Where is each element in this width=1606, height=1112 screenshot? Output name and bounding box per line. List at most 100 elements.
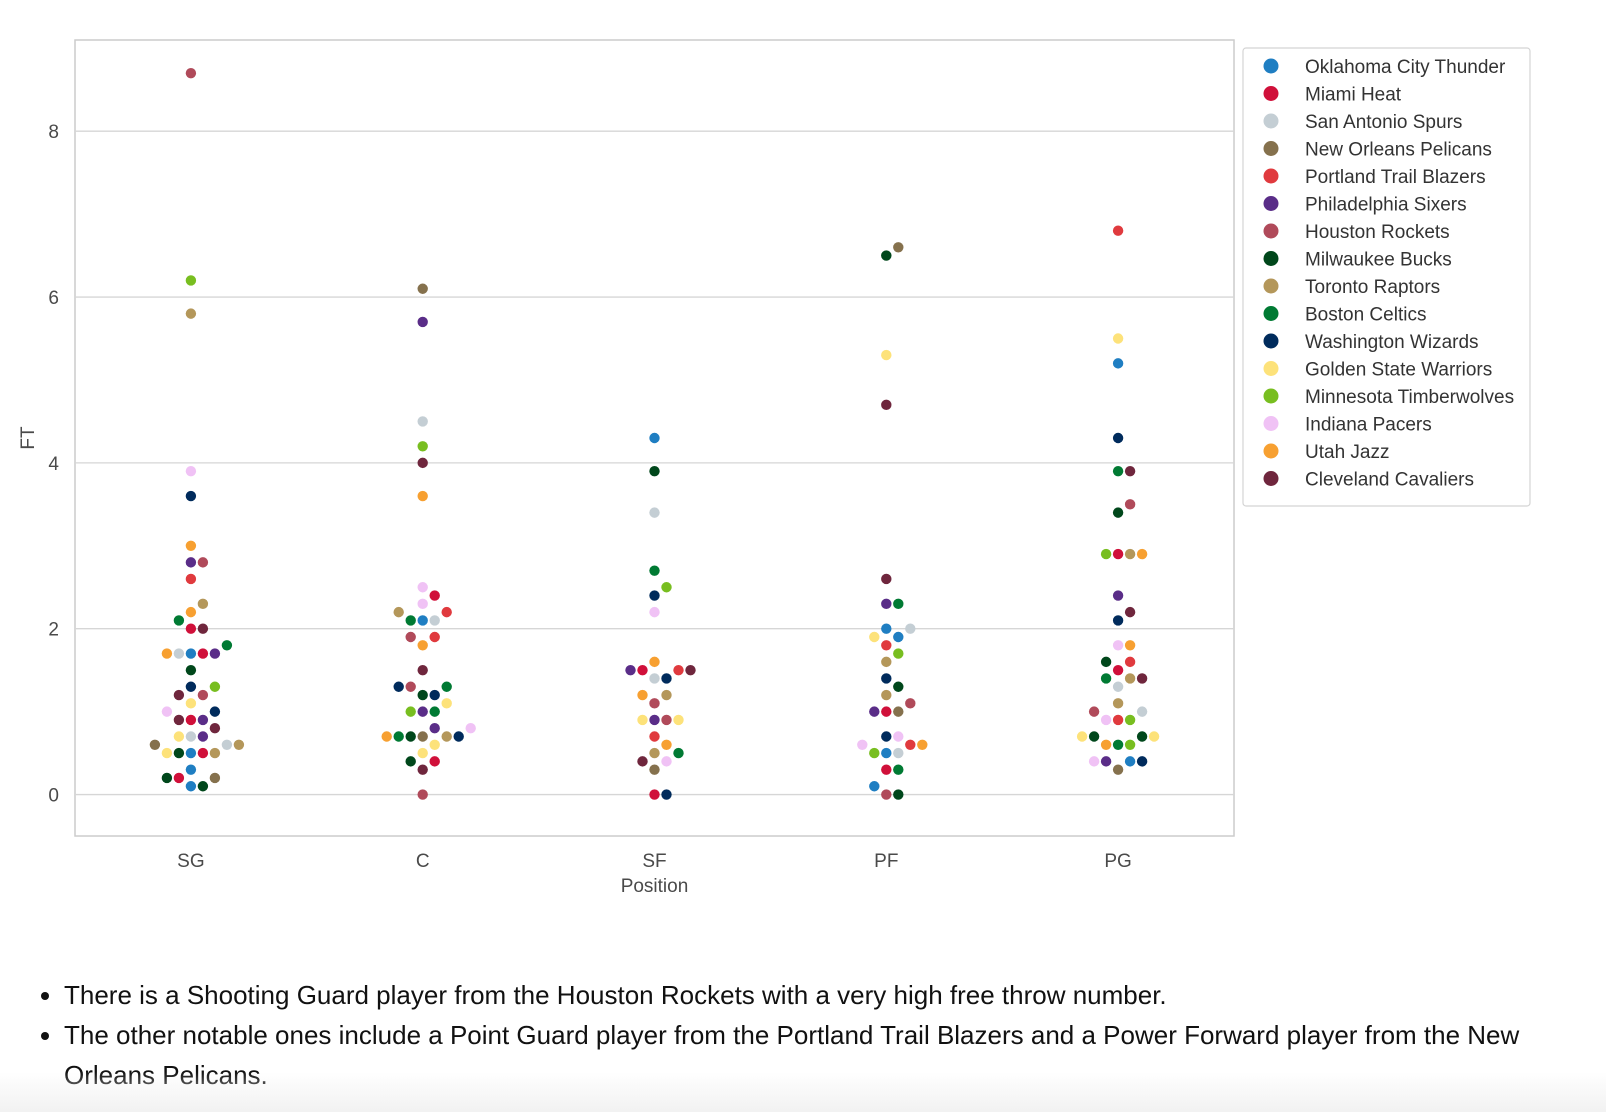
- data-point: [1100, 656, 1112, 668]
- data-point: [221, 640, 233, 651]
- data-point: [1112, 507, 1124, 518]
- data-point: [1112, 615, 1124, 626]
- data-point: [1112, 465, 1124, 477]
- data-point: [649, 590, 660, 601]
- x-tick-label: C: [416, 851, 430, 872]
- data-point: [209, 747, 221, 759]
- data-point: [1124, 656, 1136, 668]
- legend-label: Cleveland Cavaliers: [1305, 470, 1474, 491]
- x-tick-label: PF: [874, 851, 898, 872]
- swarm-plot: 0 2 4 6 8 SG C SF PF PG Position FT Oklahoma City Th…: [18, 39, 1531, 897]
- data-point: [1100, 673, 1112, 684]
- data-point: [637, 664, 648, 676]
- legend-label: Houston Rockets: [1305, 222, 1450, 243]
- data-point: [417, 457, 428, 469]
- notes-list: There is a Shooting Guard player from th…: [30, 975, 1606, 1095]
- data-point: [1124, 640, 1136, 651]
- legend-marker: [1263, 443, 1279, 459]
- data-point: [649, 714, 660, 726]
- data-point: [881, 764, 892, 775]
- data-point: [161, 772, 173, 784]
- data-point: [185, 557, 197, 568]
- data-point: [881, 598, 892, 610]
- data-point: [637, 689, 648, 701]
- data-point: [185, 573, 197, 585]
- data-point: [1124, 606, 1136, 618]
- data-point: [185, 764, 197, 775]
- data-point: [185, 308, 197, 319]
- data-point: [881, 640, 892, 651]
- data-point: [185, 681, 197, 692]
- data-point: [185, 731, 197, 742]
- data-point: [429, 615, 440, 626]
- legend-label: Miami Heat: [1305, 85, 1402, 106]
- x-axis-label: Position: [621, 876, 689, 897]
- data-point: [393, 731, 404, 742]
- legend-marker: [1263, 141, 1279, 156]
- data-point: [685, 664, 696, 676]
- legend-label: Minnesota Timberwolves: [1305, 387, 1514, 408]
- data-point: [661, 673, 672, 684]
- data-point: [185, 714, 197, 726]
- data-point: [661, 714, 672, 726]
- data-point: [673, 747, 684, 759]
- data-point: [649, 507, 660, 518]
- data-point: [1112, 432, 1124, 444]
- data-point: [429, 590, 440, 601]
- data-point: [1112, 225, 1124, 236]
- data-point: [1100, 548, 1112, 560]
- chart-canvas: 0 2 4 6 8 SG C SF PF PG Position FT Oklahoma City Th…: [18, 39, 1531, 897]
- data-point: [197, 747, 209, 759]
- data-point: [173, 714, 185, 726]
- data-point: [197, 598, 209, 610]
- data-point: [881, 706, 892, 717]
- legend-marker: [1263, 113, 1279, 129]
- data-point: [649, 698, 660, 709]
- data-point: [405, 631, 416, 643]
- data-point: [185, 275, 197, 286]
- data-point: [881, 623, 892, 634]
- data-point: [417, 598, 428, 610]
- data-point: [185, 698, 197, 709]
- data-point: [661, 689, 672, 701]
- data-point: [197, 689, 209, 701]
- data-point: [649, 656, 660, 668]
- x-tick-label: SG: [177, 851, 204, 872]
- data-point: [185, 648, 197, 659]
- data-point: [869, 706, 880, 717]
- data-point: [649, 606, 660, 618]
- data-point: [197, 731, 209, 742]
- data-point: [429, 739, 440, 750]
- data-point: [881, 747, 892, 759]
- legend-label: Indiana Pacers: [1305, 415, 1432, 436]
- y-axis-label: FT: [18, 426, 39, 450]
- data-point: [1112, 548, 1124, 560]
- data-point: [429, 689, 440, 701]
- data-point: [1148, 731, 1160, 742]
- data-point: [429, 706, 440, 717]
- legend-label: San Antonio Spurs: [1305, 112, 1462, 133]
- data-point: [417, 416, 428, 427]
- data-point: [1124, 465, 1136, 477]
- data-point: [1112, 714, 1124, 726]
- data-point: [857, 739, 868, 750]
- data-point: [1124, 714, 1136, 726]
- data-point: [209, 706, 221, 717]
- data-point: [1112, 764, 1124, 775]
- data-point: [637, 756, 648, 767]
- legend-label: Portland Trail Blazers: [1305, 167, 1486, 188]
- data-point: [893, 648, 904, 659]
- data-point: [1112, 681, 1124, 692]
- legend-label: Utah Jazz: [1305, 442, 1389, 463]
- data-point: [649, 565, 660, 576]
- legend-marker: [1263, 196, 1279, 211]
- data-point: [881, 250, 892, 261]
- data-point: [893, 747, 904, 759]
- data-point: [209, 772, 221, 784]
- data-point: [637, 714, 648, 726]
- legend-label: Toronto Raptors: [1305, 277, 1440, 298]
- data-point: [197, 557, 209, 568]
- data-point: [149, 739, 161, 750]
- legend-marker: [1263, 388, 1279, 404]
- y-tick-label: 4: [48, 454, 59, 475]
